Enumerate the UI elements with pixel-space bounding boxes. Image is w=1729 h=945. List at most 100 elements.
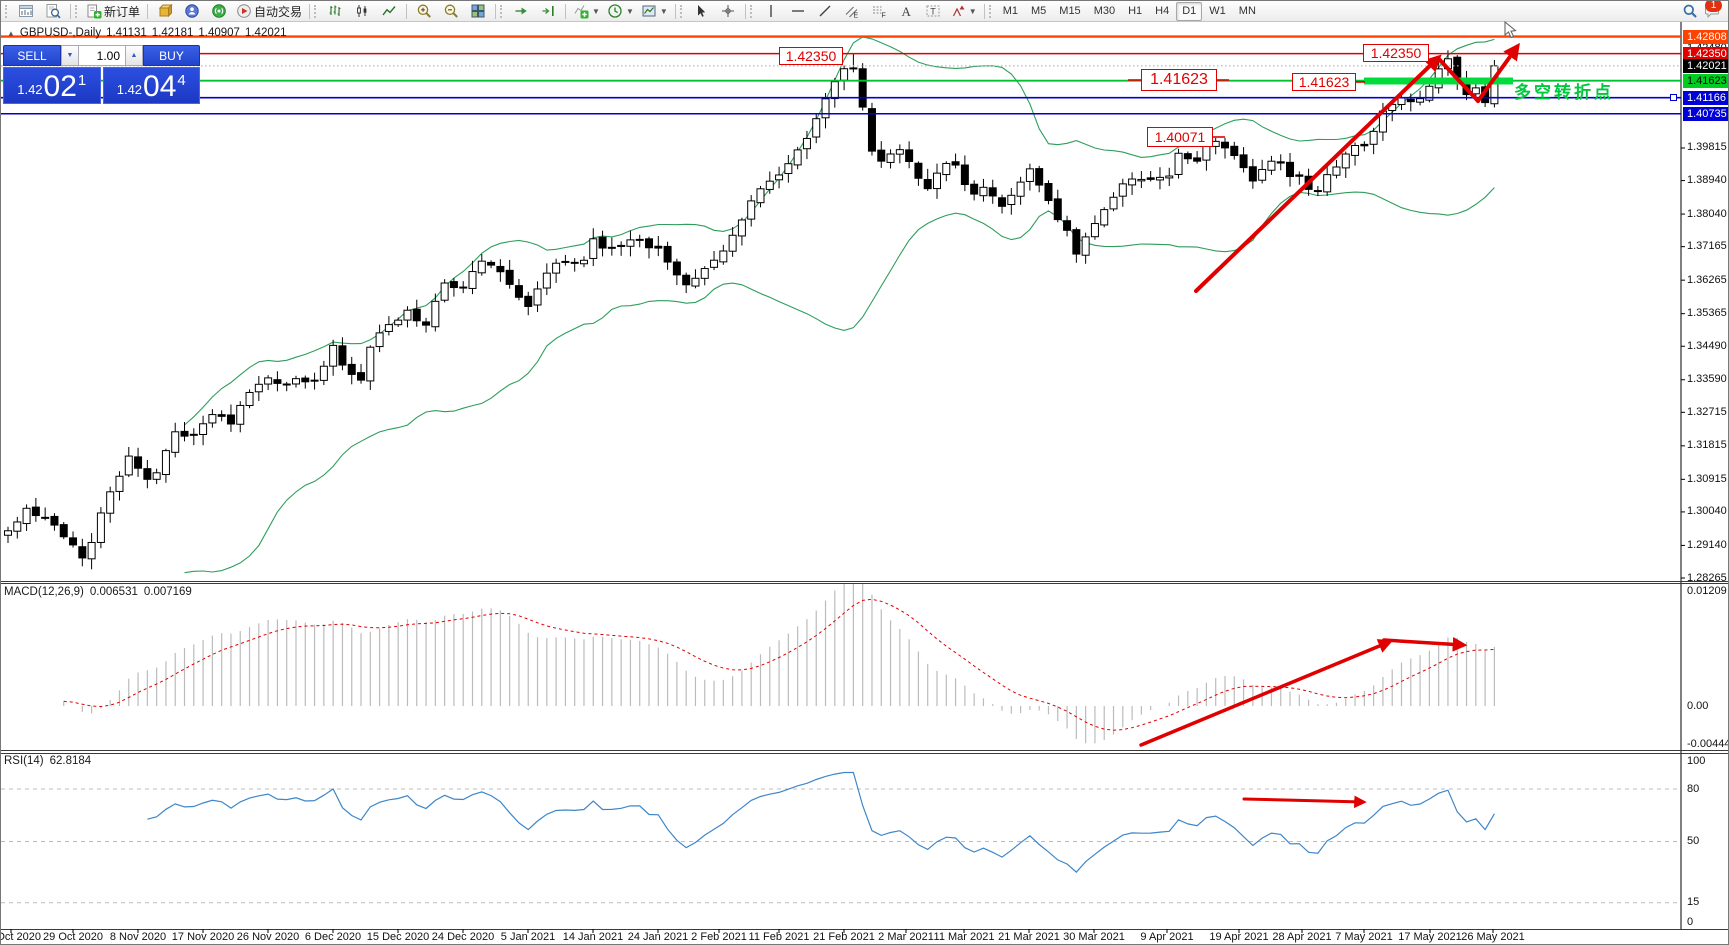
autotrading-icon xyxy=(236,3,252,19)
line-chart-button[interactable] xyxy=(376,1,402,21)
toolbar-separator xyxy=(70,3,71,19)
text-button[interactable]: A xyxy=(893,1,919,21)
price-axis-tick: 1.37165 xyxy=(1687,240,1727,253)
periods-icon xyxy=(607,3,623,19)
tile-windows-icon xyxy=(470,3,486,19)
date-axis-label: 7 May 2021 xyxy=(1335,931,1393,943)
zoom-in-icon xyxy=(416,3,432,19)
timeframe-m1-button[interactable]: M1 xyxy=(1002,5,1018,17)
cursor-button[interactable] xyxy=(688,1,714,21)
chart-shift-button[interactable] xyxy=(535,1,561,21)
price-annotation[interactable]: 1.42350 xyxy=(779,47,843,65)
notification-badge: 1 xyxy=(1705,1,1722,12)
timeframe-w1-button[interactable]: W1 xyxy=(1209,5,1226,17)
timeframe-m30-button[interactable]: M30 xyxy=(1093,5,1116,17)
timeframe-d1-button[interactable]: D1 xyxy=(1176,1,1203,21)
market-watch-icon xyxy=(157,3,173,19)
macd-signal-value: 0.007169 xyxy=(143,586,192,598)
vertical-line-button[interactable] xyxy=(758,1,784,21)
toolbar-button-label: 新订单 xyxy=(104,4,141,19)
chat-icon[interactable]: 1 xyxy=(1704,1,1722,19)
channel-icon: E xyxy=(844,3,860,19)
rsi-label: RSI(14) 62.8184 xyxy=(4,755,91,767)
date-axis-label: 8 Nov 2020 xyxy=(109,931,167,943)
timeframe-h4-button[interactable]: H4 xyxy=(1155,5,1170,17)
chart-shift-icon xyxy=(540,3,556,19)
line-drag-handle[interactable] xyxy=(1670,93,1677,101)
chart-window-button[interactable] xyxy=(13,1,39,21)
timeframe-h1-button[interactable]: H1 xyxy=(1128,5,1143,17)
arrows-button[interactable]: ▼ xyxy=(947,1,980,21)
sell-button[interactable]: SELL xyxy=(3,45,61,66)
zoom-preview-button[interactable] xyxy=(40,1,66,21)
chevron-down-icon[interactable]: ▼ xyxy=(659,6,668,16)
autotrading-button[interactable]: 自动交易 xyxy=(233,1,305,21)
volume-input[interactable] xyxy=(79,45,125,66)
toolbar-separator xyxy=(147,3,149,19)
indicators-button[interactable]: ▼ xyxy=(570,1,603,21)
rsi-axis-tick: 80 xyxy=(1687,782,1700,795)
new-order-button[interactable]: 新订单 xyxy=(83,1,143,21)
toolbar-group xyxy=(409,1,493,21)
price-annotation[interactable]: 1.41623 xyxy=(1141,69,1217,91)
chevron-down-icon[interactable]: ▼ xyxy=(625,6,634,16)
templates-button[interactable]: ▼ xyxy=(638,1,671,21)
signals-button[interactable] xyxy=(206,1,232,21)
price-level-label: 1.42021 xyxy=(1683,58,1728,73)
price-annotation[interactable]: 1.42350 xyxy=(1363,44,1429,62)
timeframe-mn-button[interactable]: MN xyxy=(1238,5,1256,17)
price-axis-tick: 1.35365 xyxy=(1687,307,1727,320)
data-window-button[interactable] xyxy=(179,1,205,21)
trendline-button[interactable] xyxy=(812,1,838,21)
tile-windows-button[interactable] xyxy=(465,1,491,21)
volume-decrease-button[interactable]: ▼ xyxy=(61,45,79,66)
bull-bear-turning-point-note[interactable]: 多空转折点 xyxy=(1514,83,1614,102)
timeframe-m5-button[interactable]: M5 xyxy=(1031,5,1047,17)
price-axis-tick: 1.34490 xyxy=(1687,339,1727,352)
volume-increase-button[interactable]: ▲ xyxy=(125,45,143,66)
periods-button[interactable]: ▼ xyxy=(604,1,637,21)
date-axis-label: 6 Dec 2020 xyxy=(304,931,362,943)
date-axis-label: 5 Jan 2021 xyxy=(500,931,556,943)
label-icon: T xyxy=(925,3,941,19)
chevron-down-icon[interactable]: ▼ xyxy=(592,6,600,16)
market-watch-button[interactable] xyxy=(152,1,178,21)
chevron-down-icon[interactable]: ▼ xyxy=(968,6,977,16)
sell-price-big: 02 xyxy=(43,70,77,103)
price-annotation[interactable]: 1.40071 xyxy=(1147,127,1213,147)
fibonacci-button[interactable]: F xyxy=(866,1,892,21)
timeframe-m15-button[interactable]: M15 xyxy=(1059,5,1081,17)
price-axis-tick: 1.38940 xyxy=(1687,174,1727,187)
bar-chart-button[interactable] xyxy=(322,1,348,21)
crosshair-button[interactable] xyxy=(715,1,741,21)
price-axis-tick: 1.32715 xyxy=(1687,405,1727,418)
zoom-preview-icon xyxy=(45,3,61,19)
toolbar-group: ▼ ▼ ▼ xyxy=(568,1,673,21)
toolbar-group: E F A T ▼ xyxy=(756,1,982,21)
toolbar-separator xyxy=(495,3,497,19)
horizontal-line-button[interactable] xyxy=(785,1,811,21)
buy-price-small: 1.42 xyxy=(116,82,143,97)
date-axis-label: 19 Apr 2021 xyxy=(1209,931,1269,943)
channel-button[interactable]: E xyxy=(839,1,865,21)
vertical-line-icon xyxy=(763,3,779,19)
toolbar-group xyxy=(506,1,563,21)
zoom-in-button[interactable] xyxy=(411,1,437,21)
search-icon[interactable] xyxy=(1682,3,1698,19)
buy-price-display[interactable]: 1.42 04 4 xyxy=(102,67,200,104)
price-axis-tick: 1.39815 xyxy=(1687,141,1727,154)
price-axis-tick: 1.30915 xyxy=(1687,472,1727,485)
candlestick-button[interactable] xyxy=(349,1,375,21)
zoom-out-button[interactable] xyxy=(438,1,464,21)
auto-scroll-button[interactable] xyxy=(508,1,534,21)
label-button[interactable]: T xyxy=(920,1,946,21)
buy-button[interactable]: BUY xyxy=(143,45,200,66)
macd-axis-tick: 0.00 xyxy=(1687,699,1709,712)
price-level-label: 1.41166 xyxy=(1683,90,1728,105)
rsi-axis-tick: 100 xyxy=(1687,755,1706,767)
toolbar-group xyxy=(320,1,404,21)
sell-price-display[interactable]: 1.42 02 1 xyxy=(3,67,101,104)
toolbar-separator xyxy=(983,3,985,19)
price-annotation[interactable]: 1.41623 xyxy=(1292,73,1356,91)
